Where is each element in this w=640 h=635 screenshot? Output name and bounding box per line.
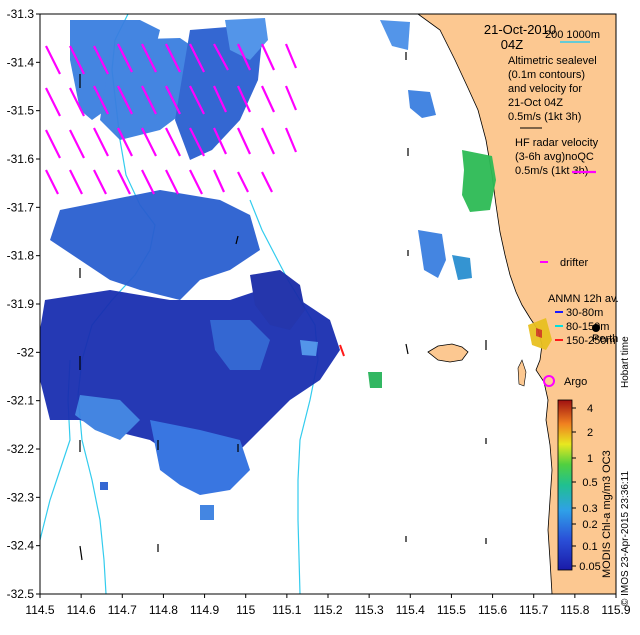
altimetry-line-1: Altimetric sealevel bbox=[508, 55, 597, 67]
anmn-title: ANMN 12h av. bbox=[548, 293, 619, 305]
x-axis: 114.5 114.6 114.7 114.8 114.9 115 115.1 115.2 11… bbox=[25, 594, 631, 617]
rottnest-island bbox=[427, 343, 469, 363]
hf-line-1: HF radar velocity bbox=[515, 137, 599, 149]
colorbar-tick-label: 0.1 bbox=[582, 541, 597, 553]
y-tick-label: -31.9 bbox=[7, 297, 35, 311]
x-tick-label: 114.6 bbox=[67, 603, 96, 617]
x-tick-label: 114.5 bbox=[25, 603, 54, 617]
credit-text: © IMOS 23-Apr-2015 23:36:11 bbox=[620, 471, 631, 606]
perth-marker bbox=[592, 324, 600, 332]
y-tick-label: -32.1 bbox=[7, 394, 35, 408]
colorbar-tick-label: 0.05 bbox=[579, 561, 600, 573]
y-tick-label: -32.2 bbox=[7, 442, 35, 456]
isobath-scale-label: 200 1000m bbox=[545, 29, 600, 41]
colorbar-tick-label: 4 bbox=[587, 403, 593, 415]
anmn-item-1: 30-80m bbox=[566, 307, 603, 319]
anmn-item-2: 80-150m bbox=[566, 321, 609, 333]
argo-label: Argo bbox=[564, 376, 587, 388]
x-tick-label: 115.5 bbox=[437, 603, 466, 617]
hf-line-3: 0.5m/s (1kt 3h) bbox=[515, 165, 588, 177]
y-tick-label: -31.3 bbox=[7, 7, 35, 21]
altimetric-arrows bbox=[79, 52, 487, 561]
y-tick-label: -32 bbox=[17, 345, 35, 359]
y-tick-label: -31.5 bbox=[7, 104, 35, 118]
mooring-arrow bbox=[339, 344, 345, 357]
y-tick-label: -31.4 bbox=[7, 55, 35, 69]
colorbar-tick-label: 2 bbox=[587, 427, 593, 439]
perth-label: Perth bbox=[592, 333, 618, 345]
y-tick-label: -32.3 bbox=[7, 490, 35, 504]
y-axis: -31.3 -31.4 -31.5 -31.6 -31.7 -31.8 -31.9 -32 -3… bbox=[7, 7, 40, 601]
altimetry-line-5: 0.5m/s (1kt 3h) bbox=[508, 111, 581, 123]
x-tick-label: 114.7 bbox=[108, 603, 137, 617]
hf-legend: HF radar velocity (3-6h avg)noQC 0.5m/s … bbox=[515, 137, 599, 177]
y-tick-label: -31.7 bbox=[7, 200, 35, 214]
x-tick-label: 115.3 bbox=[355, 603, 384, 617]
y-tick-label: -32.5 bbox=[7, 587, 35, 601]
anmn-item-3: 150-250m bbox=[566, 335, 616, 347]
altimetry-line-4: 21-Oct 04Z bbox=[508, 97, 563, 109]
map-date: 21-Oct-2010 bbox=[484, 22, 556, 37]
hf-radar-arrows bbox=[45, 43, 298, 195]
x-tick-label: 114.9 bbox=[190, 603, 219, 617]
x-tick-label: 115.9 bbox=[601, 603, 630, 617]
x-tick-label: 115.6 bbox=[478, 603, 507, 617]
drifter-label: drifter bbox=[560, 257, 588, 269]
altimetry-line-3: and velocity for bbox=[508, 83, 582, 95]
y-tick-label: -31.8 bbox=[7, 249, 35, 263]
colorbar-tick-label: 1 bbox=[587, 453, 593, 465]
argo-float-marker bbox=[543, 375, 555, 387]
garden-island bbox=[517, 359, 527, 387]
y-tick-label: -32.4 bbox=[7, 539, 35, 553]
altimetry-line-2: (0.1m contours) bbox=[508, 69, 585, 81]
colorbar-ticks: 4 2 1 0.5 0.3 0.2 0.1 0.05 bbox=[572, 403, 601, 573]
x-tick-label: 114.8 bbox=[149, 603, 178, 617]
colorbar-tick-label: 0.5 bbox=[582, 477, 597, 489]
colorbar bbox=[557, 399, 573, 571]
hf-line-2: (3-6h avg)noQC bbox=[515, 151, 594, 163]
x-tick-label: 115.8 bbox=[560, 603, 589, 617]
x-tick-label: 115.1 bbox=[272, 603, 301, 617]
colorbar-tick-label: 0.3 bbox=[582, 503, 597, 515]
y-tick-label: -31.6 bbox=[7, 152, 35, 166]
x-tick-label: 115.4 bbox=[396, 603, 425, 617]
x-tick-label: 115.2 bbox=[313, 603, 342, 617]
altimetry-legend: Altimetric sealevel (0.1m contours) and … bbox=[508, 55, 597, 129]
colorbar-label: MODIS Chl-a mg/m3 OC3 bbox=[601, 450, 613, 578]
hobart-time-label: Hobart time bbox=[620, 336, 631, 388]
x-tick-label: 115 bbox=[236, 603, 255, 617]
x-tick-label: 115.7 bbox=[519, 603, 548, 617]
colorbar-tick-label: 0.2 bbox=[582, 519, 597, 531]
map-time: 04Z bbox=[501, 37, 523, 52]
